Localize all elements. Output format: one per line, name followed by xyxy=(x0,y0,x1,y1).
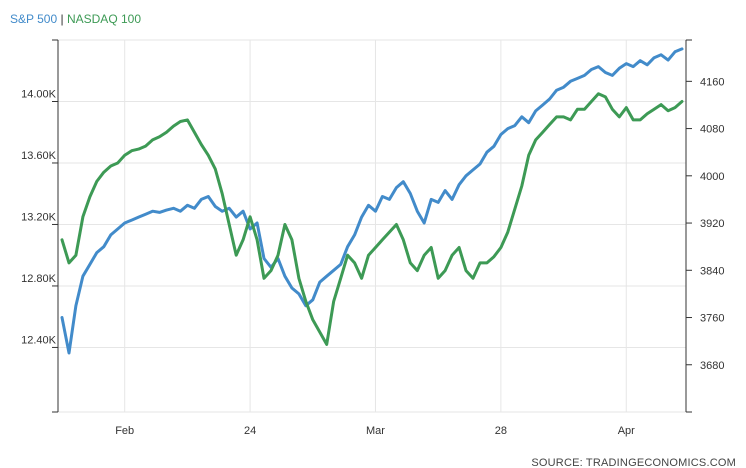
left-tick-label: 12.80K xyxy=(21,273,57,285)
right-tick-label: 3840 xyxy=(700,265,724,277)
nasdaq100-line xyxy=(60,92,684,346)
legend-separator: | xyxy=(60,12,64,26)
left-tick-label: 12.40K xyxy=(21,334,57,346)
right-tick-label: 3760 xyxy=(700,313,724,325)
x-tick-label: Mar xyxy=(366,425,385,437)
source-label: SOURCE: TRADINGECONOMICS.COM xyxy=(531,457,736,468)
x-tick-label: Feb xyxy=(115,425,134,437)
legend-nasdaq: NASDAQ 100 xyxy=(66,12,142,26)
right-tick-label: 4160 xyxy=(700,76,724,88)
left-tick-label: 13.20K xyxy=(21,211,57,223)
grid-layer xyxy=(58,39,686,413)
right-tick-label: 3920 xyxy=(700,218,724,230)
series-layer xyxy=(60,47,684,355)
sp500-line xyxy=(60,47,684,355)
legend-sp500: S&P 500 xyxy=(10,12,58,26)
right-tick-label: 4080 xyxy=(700,124,724,136)
right-tick-label: 3680 xyxy=(700,360,724,372)
x-tick-label: 24 xyxy=(244,425,256,437)
right-tick-label: 4000 xyxy=(700,171,724,183)
x-tick-label: Apr xyxy=(618,425,635,437)
x-tick-label: 28 xyxy=(495,425,507,437)
chart-legend: S&P 500 | NASDAQ 100 xyxy=(10,12,141,26)
axis-layer: 12.40K 12.80K 13.20K 13.60K 14.00K 3680 3760 38… xyxy=(21,39,746,437)
left-tick-label: 13.60K xyxy=(21,150,57,162)
left-tick-label: 14.00K xyxy=(21,88,57,100)
